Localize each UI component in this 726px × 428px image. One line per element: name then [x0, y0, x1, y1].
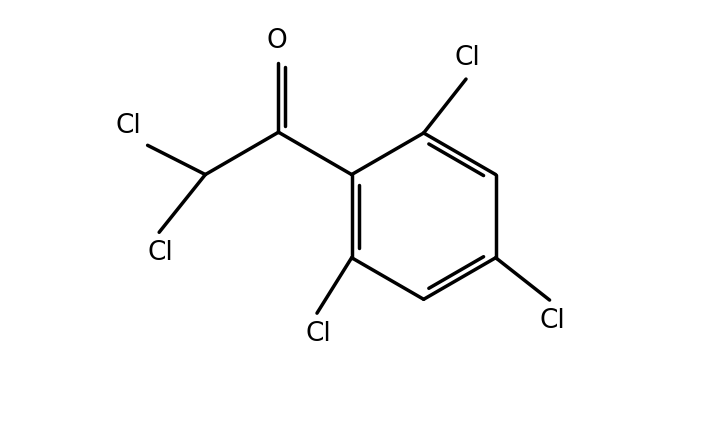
Text: Cl: Cl	[115, 113, 142, 139]
Text: Cl: Cl	[454, 45, 481, 71]
Text: Cl: Cl	[148, 240, 174, 266]
Text: Cl: Cl	[540, 308, 566, 334]
Text: O: O	[266, 28, 287, 54]
Text: Cl: Cl	[306, 321, 331, 347]
